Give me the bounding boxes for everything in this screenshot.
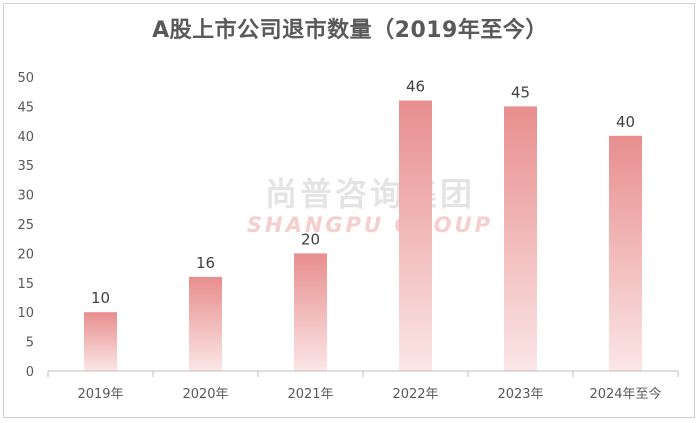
y-tick-label: 30 — [17, 189, 34, 204]
data-label: 46 — [406, 78, 425, 96]
chart-title: A股上市公司退市数量（2019年至今） — [152, 18, 548, 43]
data-label: 40 — [616, 113, 635, 131]
y-tick-label: 5 — [26, 336, 34, 351]
bar — [399, 100, 432, 372]
y-tick-label: 25 — [17, 218, 34, 233]
y-tick-label: 0 — [26, 365, 34, 380]
watermark-cn: 尚普咨询集团 — [265, 175, 475, 213]
x-tick-label: 2023年 — [497, 387, 543, 402]
y-tick-label: 10 — [17, 306, 34, 321]
bar — [189, 276, 222, 371]
bar — [504, 106, 537, 372]
x-tick-label: 2021年 — [287, 387, 333, 402]
x-tick-label: 2024年至今 — [589, 386, 661, 402]
x-tick-label: 2019年 — [77, 387, 123, 402]
watermark-en: SHANGPU GROUP — [247, 213, 493, 237]
data-label: 10 — [91, 289, 110, 307]
bar — [609, 135, 642, 371]
y-tick-label: 40 — [17, 130, 34, 145]
data-label: 20 — [301, 230, 320, 248]
data-label: 45 — [511, 83, 530, 101]
data-label: 16 — [196, 254, 215, 272]
y-tick-label: 20 — [17, 247, 34, 262]
chart-frame — [3, 3, 695, 418]
y-tick-label: 45 — [17, 100, 34, 115]
y-tick-label: 35 — [17, 159, 34, 174]
x-tick-label: 2020年 — [182, 387, 228, 402]
bar — [294, 253, 327, 371]
x-tick-label: 2022年 — [392, 387, 438, 402]
bar — [84, 312, 117, 371]
y-tick-label: 15 — [17, 277, 34, 292]
y-tick-label: 50 — [17, 71, 34, 86]
